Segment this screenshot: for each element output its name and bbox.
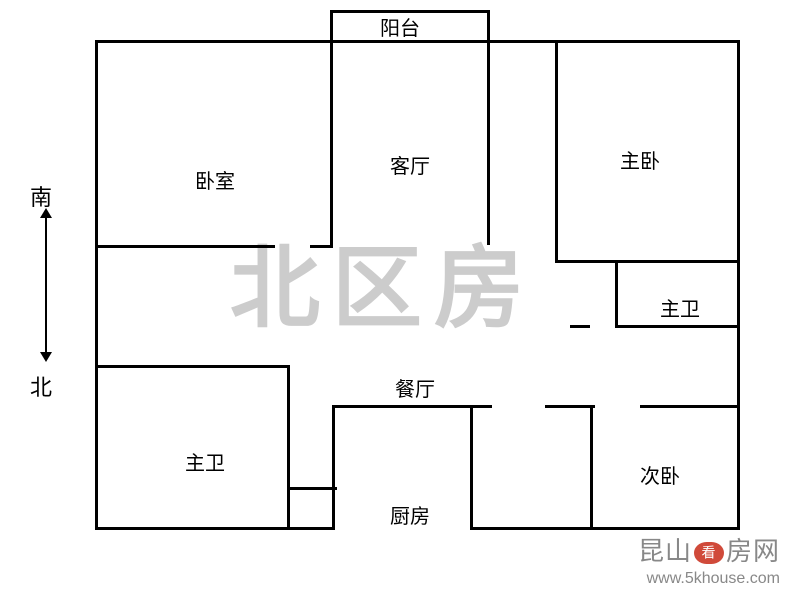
label-dining: 餐厅: [395, 373, 435, 402]
wall-segment: [310, 245, 333, 248]
wall-segment: [737, 40, 740, 530]
wall-segment: [570, 325, 590, 328]
wall-segment: [615, 260, 618, 325]
wall-segment: [590, 405, 593, 530]
wall-segment: [95, 245, 275, 248]
wall-segment: [640, 405, 740, 408]
wall-segment: [332, 405, 335, 530]
label-master-bed: 主卧: [620, 145, 660, 174]
wall-segment: [615, 325, 740, 328]
wall-segment: [287, 487, 337, 490]
wall-segment: [470, 405, 473, 530]
label-living: 客厅: [390, 150, 430, 179]
label-bedroom: 卧室: [195, 165, 235, 194]
wall-segment: [330, 40, 333, 245]
wall-segment: [95, 40, 98, 530]
wall-segment: [555, 40, 558, 260]
label-master-bath1: 主卫: [660, 293, 700, 322]
wall-segment: [470, 527, 590, 530]
compass-north: 北: [30, 370, 52, 402]
wall-segment: [590, 527, 740, 530]
label-master-bath2: 主卫: [185, 447, 225, 476]
wall-segment: [95, 365, 290, 368]
brand-left: 昆山: [638, 536, 692, 566]
wall-segment: [95, 527, 335, 530]
label-balcony: 阳台: [380, 12, 420, 41]
wall-segment: [487, 10, 490, 40]
wall-segment: [332, 405, 492, 408]
wall-segment: [555, 260, 740, 263]
compass-arrow-line: [45, 215, 47, 355]
watermark-bottom: 昆山 房网 www.5khouse.com: [638, 531, 780, 588]
wall-segment: [330, 10, 333, 40]
compass-arrow-down: [40, 352, 52, 362]
watermark-brand: 昆山 房网: [638, 531, 780, 568]
brand-right: 房网: [726, 536, 780, 566]
wall-segment: [487, 40, 490, 245]
wall-segment: [287, 365, 290, 530]
label-second-bed: 次卧: [640, 460, 680, 489]
floorplan-layer: 阳台 卧室 客厅 主卧 主卫 餐厅 主卫 厨房 次卧 南 北: [0, 0, 800, 600]
label-kitchen: 厨房: [390, 500, 430, 529]
wall-segment: [545, 405, 595, 408]
compass-arrow-up: [40, 208, 52, 218]
watermark-url: www.5khouse.com: [638, 570, 780, 588]
eye-icon: [694, 542, 724, 564]
